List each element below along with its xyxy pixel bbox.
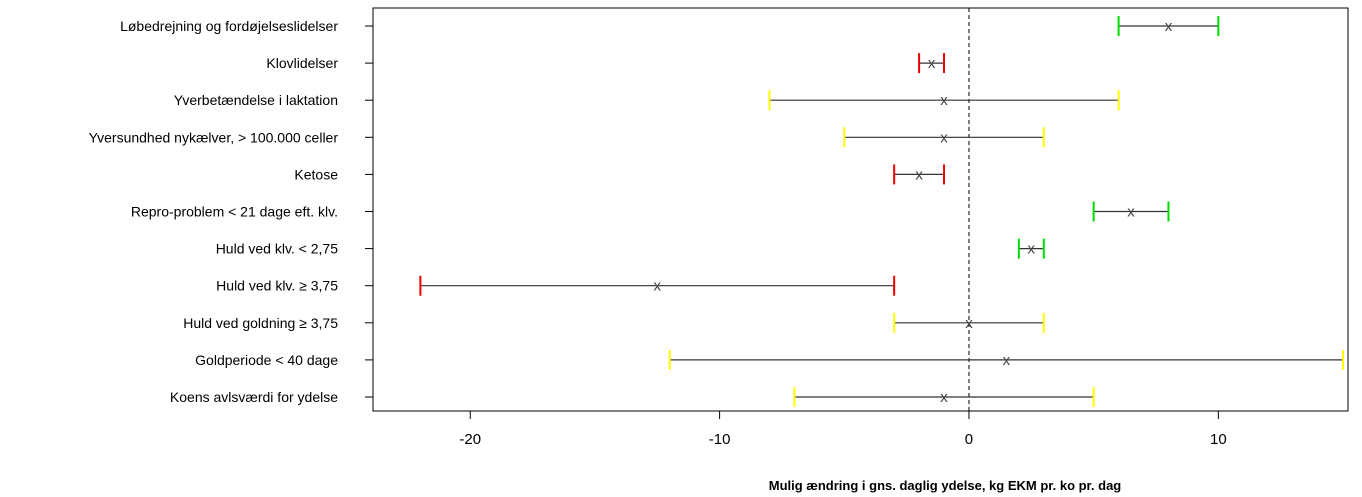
category-label: Klovlidelser [266,55,338,71]
category-label: Goldperiode < 40 dage [195,352,338,368]
plot-frame [372,7,1349,412]
estimate-marker: x [654,278,662,295]
category-label: Ketose [294,166,338,182]
category-label: Yversundhed nykælver, > 100.000 celler [89,129,339,145]
interval-row: x [793,387,1095,407]
estimate-marker: x [940,92,948,109]
interval-row: x [1117,16,1220,36]
estimate-marker: x [928,55,936,72]
estimate-marker: x [1127,204,1135,221]
category-label: Huld ved goldning ≥ 3,75 [183,315,338,331]
x-tick-label: 0 [965,431,973,448]
category-label: Yverbetændelse i laktation [174,92,338,108]
x-axis-title: Mulig ændring i gns. daglig ydelse, kg E… [769,478,1122,493]
estimate-marker: x [965,315,973,332]
estimate-marker: x [1165,18,1173,35]
interval-bars: x x x x x x x x x x x [419,16,1345,407]
x-tick-label: -20 [459,431,481,448]
x-tick-label: -10 [709,431,731,448]
interval-row: x [419,275,896,296]
estimate-marker: x [1028,241,1036,258]
estimate-marker: x [940,389,948,406]
interval-row: x [1092,201,1170,222]
interval-row: x [918,53,946,74]
y-axis-ticks [365,25,373,398]
interval-row: x [893,312,1045,333]
estimate-marker: x [940,129,948,146]
interval-row: x [668,349,1345,370]
category-label: Repro-problem < 21 dage eft. klv. [131,204,338,220]
interval-row: x [1017,238,1045,259]
x-tick-label: 10 [1210,431,1227,448]
estimate-marker: x [915,166,923,183]
estimate-marker: x [1003,352,1011,369]
category-label: Huld ved klv. ≥ 3,75 [216,278,338,294]
x-axis: -20 -10 0 10 [459,411,1227,448]
interval-row: x [768,90,1120,111]
category-labels: Løbedrejning og fordøjelseslidelser Klovl… [89,18,339,405]
category-label: Koens avlsværdi for ydelse [170,389,338,405]
interval-row: x [843,127,1045,148]
category-label: Løbedrejning og fordøjelseslidelser [120,18,338,34]
category-label: Huld ved klv. < 2,75 [216,241,339,257]
interval-row: x [893,164,946,185]
